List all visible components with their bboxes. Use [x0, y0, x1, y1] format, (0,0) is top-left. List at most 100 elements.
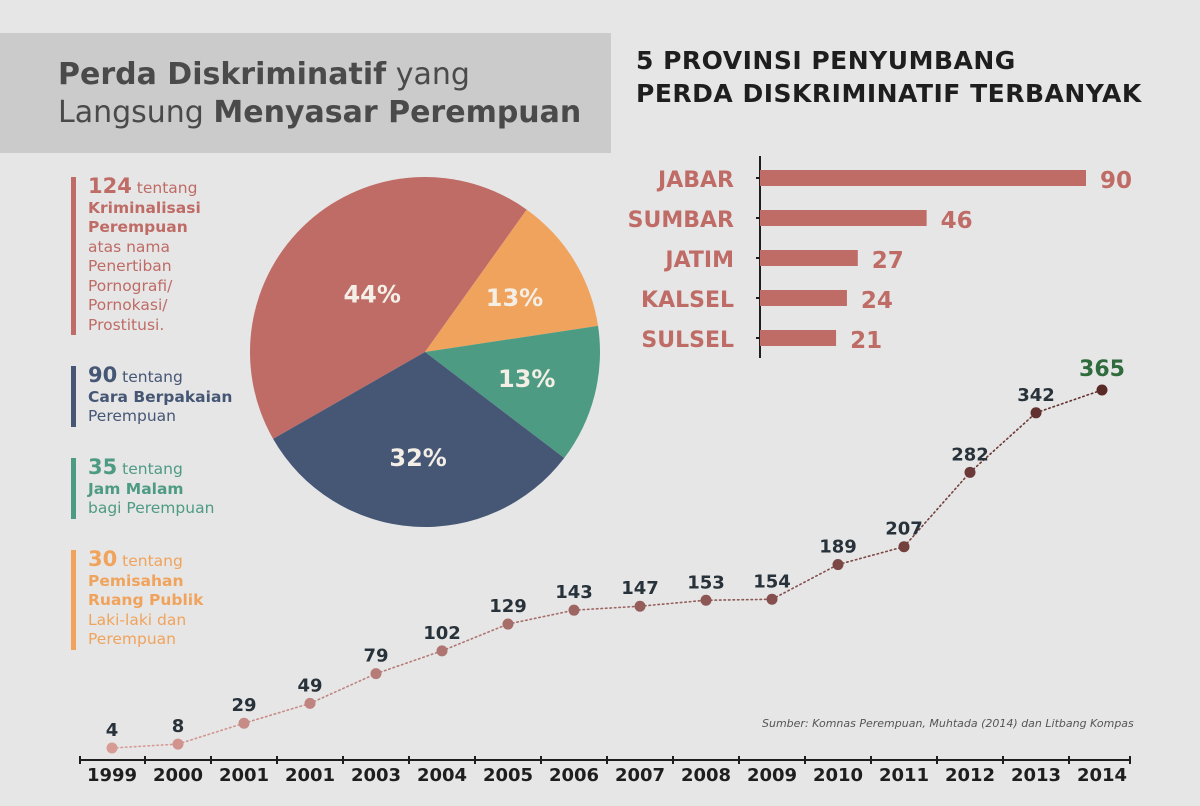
line-x-tick-label: 2000 — [153, 765, 203, 786]
legend-number: 90 — [88, 363, 118, 387]
line-value-label: 49 — [297, 675, 322, 696]
bar — [760, 290, 847, 306]
line-segment — [903, 471, 971, 548]
line-x-tick-label: 2009 — [747, 765, 797, 786]
line-point — [1096, 384, 1108, 396]
line-value-label: 4 — [106, 720, 119, 741]
line-point — [634, 600, 646, 612]
legend-topic: Jam Malam — [88, 479, 184, 498]
bar-value-label: 90 — [1100, 168, 1132, 194]
legend-topic: Cara Berpakaian — [88, 387, 233, 406]
line-point — [106, 742, 118, 754]
line-segment — [705, 598, 773, 602]
line-x-tick-label: 2008 — [681, 765, 731, 786]
line-point — [502, 618, 514, 630]
pie-slice — [425, 325, 600, 459]
bar-value-label: 21 — [850, 328, 882, 354]
bar-category-label: JATIM — [663, 248, 734, 273]
line-point — [370, 668, 382, 680]
line-segment — [969, 412, 1037, 474]
legend-item: 124 tentang Kriminalisasi Perempuan atas na… — [71, 174, 201, 335]
line-value-label: 153 — [687, 572, 725, 593]
bar-category-label: SULSEL — [641, 328, 734, 353]
line-x-tick-label: 2001 — [285, 765, 335, 786]
line-x-tick-label: 2014 — [1077, 765, 1127, 786]
bar-value-label: 46 — [941, 208, 973, 234]
source-note: Sumber: Komnas Perempuan, Muhtada (2014)… — [762, 717, 1134, 730]
line-point — [238, 717, 250, 729]
pie-slice-label: 32% — [389, 444, 446, 472]
line-x-tick-label: 2006 — [549, 765, 599, 786]
line-x-tick-label: 1999 — [87, 765, 137, 786]
line-value-label: 143 — [555, 582, 593, 603]
bar — [760, 250, 858, 266]
bar — [760, 330, 837, 346]
legend-detail: atas nama — [88, 237, 170, 256]
legend-word: tentang — [117, 460, 183, 478]
legend-detail: Penertiban — [88, 257, 172, 275]
line-x-tick-label: 2010 — [813, 765, 863, 786]
line-value-label: 79 — [363, 646, 388, 667]
legend-word: tentang — [117, 552, 183, 570]
page-title-line2: Langsung Menyasar Perempuan — [58, 95, 582, 130]
line-segment — [309, 672, 377, 705]
line-value-label: 342 — [1017, 385, 1055, 406]
legend-count: 124 tentang — [88, 174, 201, 199]
line-value-label: 102 — [423, 623, 461, 644]
line-x-tick-label: 2003 — [351, 765, 401, 786]
bar-category-label: SUMBAR — [628, 208, 734, 233]
bar-category-label: JABAR — [656, 168, 734, 193]
line-value-label: 207 — [885, 519, 923, 540]
line-value-label: 129 — [489, 596, 527, 617]
line-x-tick-label: 2007 — [615, 765, 665, 786]
bar-chart-title-line2: PERDA DISKRIMINATIF TERBANYAK — [636, 79, 1142, 108]
line-point — [832, 559, 844, 571]
line-segment — [375, 650, 443, 675]
legend-topic: Ruang Publik — [88, 591, 204, 609]
line-point — [568, 604, 580, 616]
line-x-tick-label: 2011 — [879, 765, 929, 786]
line-x-tick-label: 2005 — [483, 765, 533, 786]
line-value-label: 282 — [951, 444, 989, 465]
line-point — [964, 466, 976, 478]
line-segment — [771, 563, 839, 601]
line-segment — [507, 609, 575, 625]
line-value-label: 29 — [231, 695, 256, 716]
legend-detail: Prostitusi. — [88, 315, 165, 334]
legend-number: 35 — [88, 455, 118, 479]
legend-item: 35 tentang Jam Malam bagi Perempuan — [71, 455, 214, 519]
legend-item: 30 tentang Pemisahan Ruang Publik Laki-laki… — [71, 547, 204, 650]
line-point — [898, 541, 910, 553]
line-segment — [177, 722, 245, 745]
line-value-label: 154 — [753, 571, 791, 592]
legend-detail: Pornokasi/ — [88, 296, 168, 314]
legend-detail: Pornografi/ — [88, 276, 173, 295]
title-banner — [0, 33, 611, 153]
legend-word: tentang — [117, 368, 183, 386]
legend-detail: Perempuan — [88, 630, 176, 648]
legend-detail: Perempuan — [88, 407, 176, 425]
bar — [760, 170, 1086, 186]
legend-number: 30 — [88, 547, 118, 571]
line-x-tick-label: 2001 — [219, 765, 269, 786]
line-value-label: 8 — [172, 716, 185, 737]
line-point — [304, 697, 316, 709]
pie-slice-label: 13% — [486, 284, 543, 312]
legend-number: 124 — [88, 174, 132, 198]
pie-slice — [425, 209, 599, 352]
line-x-tick-label: 2004 — [417, 765, 467, 786]
line-value-label: 147 — [621, 578, 659, 599]
line-point — [1030, 407, 1042, 419]
page-title-line1: Perda Diskriminatif yang — [58, 57, 470, 92]
legend-count: 35 tentang — [88, 455, 214, 480]
line-point — [436, 645, 448, 657]
line-point — [172, 738, 184, 750]
legend-detail: Laki-laki dan — [88, 610, 187, 629]
line-value-label: 365 — [1079, 357, 1125, 382]
line-segment — [639, 599, 707, 608]
pie-slice — [250, 177, 527, 439]
legend-word: tentang — [131, 179, 198, 197]
legend-topic: Perempuan — [88, 218, 188, 236]
pie-slice — [273, 352, 565, 527]
